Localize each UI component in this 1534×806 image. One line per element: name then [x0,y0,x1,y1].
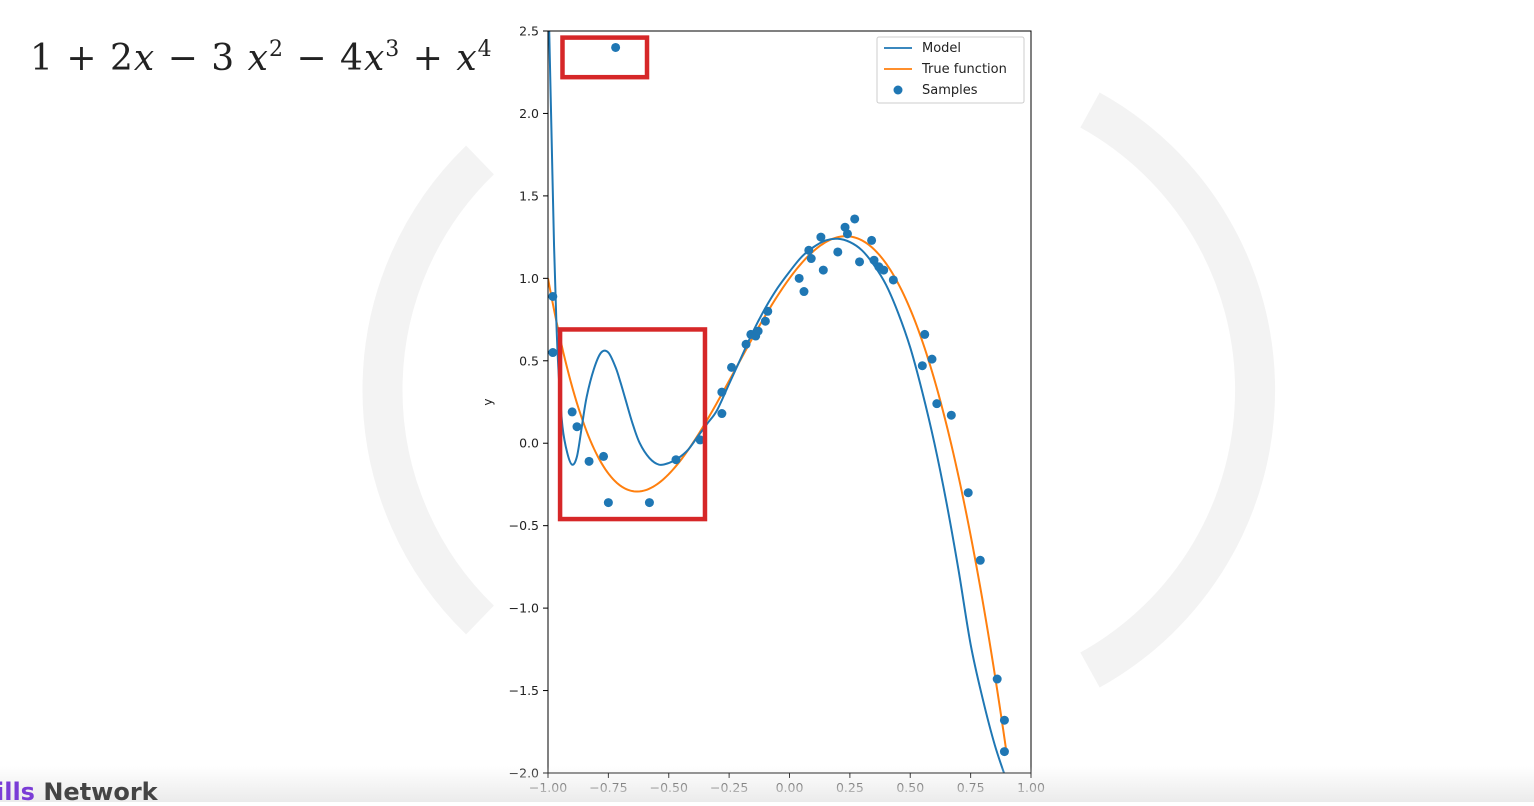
eq-operator: + [412,38,444,79]
eq-variable: x [363,38,386,79]
sample-point [799,287,809,297]
sample-point [804,245,814,255]
true-function-line [548,235,1008,755]
sample-point [794,273,804,283]
sample-point [879,265,889,275]
eq-exponent: 3 [385,37,401,62]
y-tick-label: −1.0 [509,601,539,616]
eq-variable: x [456,38,478,79]
sample-point [833,247,843,257]
sample-point [760,316,770,326]
brand-logo-text: ills Network [0,778,158,806]
y-tick-label: 0.5 [519,353,539,368]
highlight-box [560,35,650,80]
sample-point [695,435,705,445]
footer-bar: ills Network [0,766,1534,806]
sample-point [548,348,558,358]
sample-point [611,42,621,52]
eq-operator: + [66,38,98,79]
y-tick-label: −1.5 [509,683,539,698]
sample-point [584,456,594,466]
sample-point [806,254,816,264]
sample-point [741,339,751,349]
eq-exponent: 2 [268,37,284,62]
legend-model-label: Model [922,41,961,56]
sample-point [816,232,826,242]
brand-text-accent: ills [0,778,35,806]
eq-variable: x [247,38,269,79]
legend-true-function-label: True function [921,62,1007,77]
y-tick-label: 1.0 [519,271,539,286]
sample-point [599,451,609,461]
eq-coefficient: 2 [109,38,134,79]
sample-point [818,265,828,275]
legend-frame [876,36,1025,104]
sample-point [932,399,942,409]
sample-point [717,387,727,397]
sample-point [567,407,577,417]
sample-point [927,354,937,364]
eq-constant: 1 [30,38,54,79]
plot-area [548,31,1031,773]
eq-variable: x [133,38,156,79]
sample-point [671,455,681,465]
sample-point [917,361,927,371]
sample-point [572,422,582,432]
sample-point [999,747,1009,757]
sample-point [842,229,852,239]
eq-exponent: 4 [477,37,493,62]
legend-samples-swatch [893,85,903,95]
polynomial-equation: 1 + 2x − 3 x2 − 4x3 + x4 [30,38,493,79]
sample-point [727,362,737,372]
eq-operator: − [167,38,199,79]
sample-point [869,255,879,265]
sample-point [850,214,860,224]
sample-point [763,306,773,316]
sample-point [867,235,877,245]
sample-point [975,555,985,565]
y-axis-label: y [481,398,495,405]
sample-point [717,409,727,419]
sample-point [992,674,1002,684]
legend: Model True function Samples [876,36,1025,104]
sample-point [603,498,613,508]
sample-point [963,488,973,498]
y-tick-label: 2.0 [519,106,539,121]
eq-operator: − [296,38,328,79]
sample-point [888,275,898,285]
y-tick-label: 2.5 [519,24,539,39]
brand-text-name: Network [34,778,158,806]
sample-point [548,291,558,301]
eq-coefficient: 3 [211,38,236,79]
y-tick-label: 0.0 [519,436,539,451]
eq-coefficient: 4 [340,38,364,79]
sample-point [946,410,956,420]
sample-point [644,498,654,508]
sample-point [999,715,1009,725]
legend-samples-label: Samples [922,83,978,98]
y-tick-label: 1.5 [519,188,539,203]
sample-point [753,326,763,336]
sample-point [920,329,930,339]
sample-point [855,257,865,267]
highlight-box [557,327,708,522]
y-tick-label: −0.5 [509,518,539,533]
